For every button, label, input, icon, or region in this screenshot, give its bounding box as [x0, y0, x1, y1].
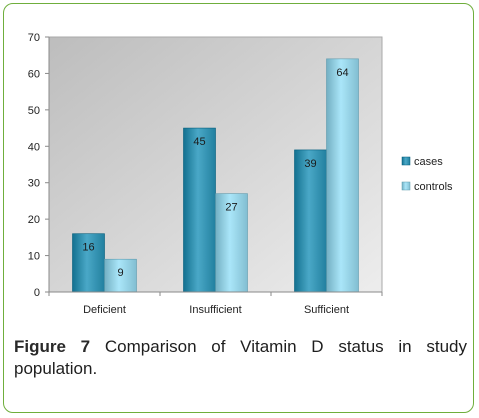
x-tick-label: Sufficient — [304, 304, 349, 316]
y-tick-label: 20 — [28, 214, 40, 226]
bar — [326, 58, 359, 293]
y-axis: 0 10 20 30 40 50 60 70 — [28, 32, 50, 299]
data-label: 64 — [336, 67, 348, 79]
bars: 16 9 45 27 39 64 — [72, 58, 359, 293]
data-label: 9 — [117, 267, 123, 279]
bar — [294, 149, 327, 293]
figure-caption-text: Comparison of Vitamin D status in study … — [14, 337, 468, 378]
y-tick-label: 60 — [28, 68, 40, 80]
bar — [215, 193, 248, 293]
legend-label: cases — [414, 156, 443, 168]
data-label: 45 — [193, 136, 205, 148]
legend-swatch — [401, 156, 411, 166]
y-tick-label: 40 — [28, 141, 40, 153]
y-tick-label: 0 — [34, 287, 40, 299]
data-label: 27 — [225, 202, 237, 214]
legend-swatch — [401, 181, 411, 191]
legend-label: controls — [414, 181, 453, 193]
legend: cases controls — [401, 156, 453, 193]
bar — [104, 258, 137, 293]
x-tick-label: Insufficient — [189, 304, 241, 316]
data-label: 16 — [82, 242, 94, 254]
x-axis: Deficient Insufficient Sufficient — [48, 291, 383, 316]
figure-label: Figure 7 — [14, 337, 91, 356]
bar — [183, 127, 216, 293]
x-tick-label: Deficient — [83, 304, 126, 316]
bar-chart: 0 10 20 30 40 50 60 70 16 9 45 27 39 64 Deficient Ins… — [28, 32, 453, 316]
data-label: 39 — [304, 158, 316, 170]
y-tick-label: 30 — [28, 178, 40, 190]
y-tick-label: 10 — [28, 251, 40, 263]
y-tick-label: 50 — [28, 105, 40, 117]
y-tick-label: 70 — [28, 32, 40, 44]
figure-caption: Figure 7 Comparison of Vitamin D status … — [14, 336, 467, 380]
